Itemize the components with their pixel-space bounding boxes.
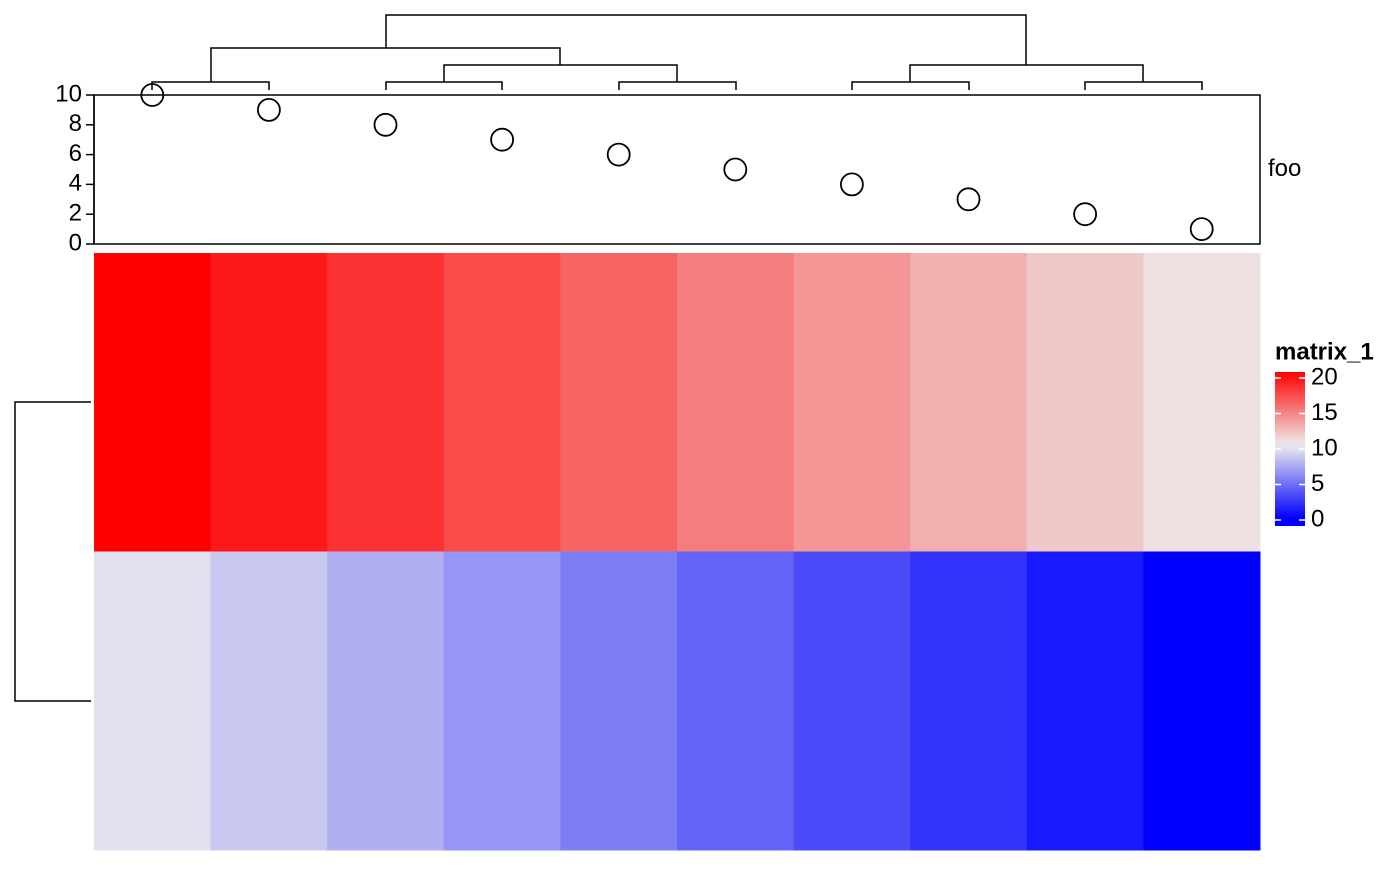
annotation-point [723, 157, 748, 182]
heatmap-cell [793, 253, 911, 552]
heatmap-cell [94, 253, 212, 552]
annotation-name: foo [1268, 155, 1301, 182]
heatmap-cell [94, 551, 212, 851]
heatmap-cell [560, 551, 678, 851]
heatmap-cell [677, 253, 795, 552]
annotation-point [373, 112, 398, 137]
heatmap-cell [1026, 551, 1144, 851]
annotation-point [1073, 202, 1097, 227]
y-tick-label: 2 [69, 200, 82, 227]
heatmap-cell [443, 253, 561, 552]
heatmap-cell [210, 551, 328, 851]
heatmap-cell [910, 253, 1028, 552]
heatmap-cell [677, 551, 795, 851]
y-tick-label: 0 [69, 229, 82, 256]
y-tick-label: 10 [55, 80, 82, 107]
y-tick-label: 6 [69, 140, 82, 167]
heatmap-cell [443, 551, 561, 851]
annotation-point [606, 142, 631, 167]
legend-tick-label: 15 [1311, 399, 1338, 426]
row-dendrogram [14, 401, 91, 702]
heatmap-cell [910, 551, 1028, 851]
annotation-point [840, 172, 864, 197]
heatmap-cell [793, 551, 911, 851]
heatmap-cell [560, 253, 678, 552]
annotation-point [1189, 217, 1214, 242]
legend-tick-label: 0 [1311, 505, 1324, 532]
y-tick-label: 8 [69, 110, 82, 137]
legend-tick-label: 20 [1311, 363, 1338, 390]
legend-title: matrix_1 [1275, 338, 1374, 365]
heatmap-cell [1143, 551, 1261, 851]
annotation-point [256, 98, 281, 122]
legend-tick-label: 5 [1311, 470, 1324, 497]
heatmap-cell [1143, 253, 1261, 552]
annotation-point [490, 127, 515, 152]
column-dendrogram [151, 14, 1203, 90]
heatmap-cell [210, 253, 328, 552]
heatmap-cell [327, 253, 445, 552]
annotation-point [140, 83, 165, 107]
legend-tick-label: 10 [1311, 434, 1338, 461]
annotation-point [956, 187, 981, 212]
heatmap-cell [1026, 253, 1144, 552]
y-tick-label: 4 [69, 170, 82, 197]
annotation-frame [93, 94, 1261, 245]
heatmap-cell [327, 551, 445, 851]
